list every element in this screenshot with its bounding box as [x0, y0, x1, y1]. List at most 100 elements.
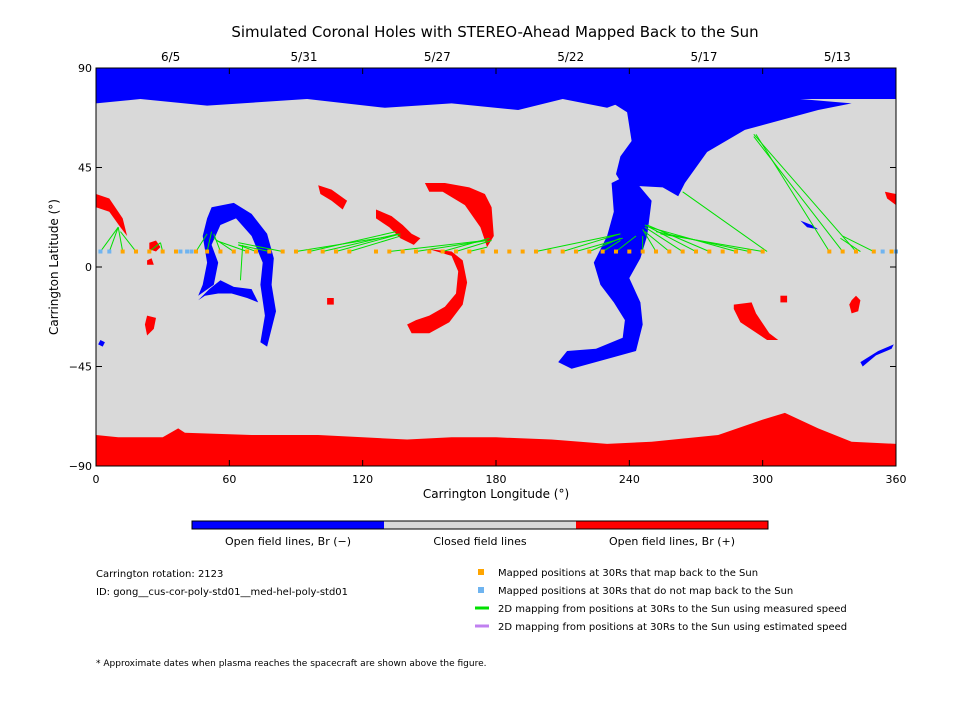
measured-speed-field-line — [322, 233, 399, 253]
positive-open-field-region — [884, 191, 896, 206]
maps-back-point — [440, 249, 445, 254]
maps-back-point — [871, 249, 876, 254]
maps-back-point — [374, 249, 378, 254]
no-map-back-point — [98, 249, 103, 254]
no-map-back-point — [189, 249, 194, 254]
measured-speed-field-line — [660, 233, 763, 253]
measured-speed-field-line — [238, 244, 270, 253]
measured-speed-field-line — [602, 240, 621, 252]
x-tick-label: 300 — [752, 473, 773, 486]
top-date-label: 5/31 — [291, 50, 318, 64]
colorbar-label: Closed field lines — [433, 535, 527, 548]
x-tick-label: 180 — [486, 473, 507, 486]
negative-open-field-region — [602, 96, 852, 197]
y-tick-label: 45 — [78, 162, 92, 175]
positive-open-field-region — [780, 295, 788, 303]
maps-back-point — [560, 249, 565, 254]
maps-back-point — [174, 249, 178, 254]
maps-back-point — [667, 249, 672, 254]
measured-speed-field-line — [642, 229, 657, 252]
x-tick-label: 0 — [93, 473, 100, 486]
maps-back-point — [160, 249, 165, 254]
y-axis-label: Carrington Latitude (°) — [47, 199, 61, 335]
measured-speed-field-line — [335, 233, 401, 253]
maps-back-point — [587, 249, 592, 254]
colorbar-segment — [576, 521, 768, 529]
model-id-text: ID: gong__cus-cor-poly-std01__med-hel-po… — [96, 587, 348, 598]
plot-area — [95, 67, 898, 467]
maps-back-point — [334, 249, 338, 254]
maps-back-point — [680, 249, 685, 254]
maps-back-point — [280, 249, 285, 254]
x-tick-label: 120 — [352, 473, 373, 486]
measured-speed-field-line — [755, 134, 830, 252]
measured-speed-field-line — [238, 242, 283, 253]
colorbar-label: Open field lines, Br (−) — [225, 535, 351, 548]
maps-back-point — [387, 249, 392, 254]
maps-back-point — [547, 249, 552, 254]
legend-label: Mapped positions at 30Rs that do not map… — [498, 586, 793, 597]
maps-back-point — [720, 249, 725, 254]
maps-back-point — [231, 249, 236, 254]
maps-back-point — [414, 249, 418, 254]
measured-speed-field-line — [469, 246, 488, 253]
top-date-label: 5/22 — [557, 50, 584, 64]
y-tick-label: −45 — [69, 361, 92, 374]
measured-speed-field-line — [309, 231, 397, 253]
closed-field-background — [96, 68, 896, 466]
x-axis-label: Carrington Longitude (°) — [423, 487, 569, 501]
maps-back-point — [245, 249, 250, 254]
maps-back-point — [218, 249, 223, 254]
measured-speed-field-line — [349, 235, 401, 253]
top-date-label: 5/17 — [691, 50, 718, 64]
maps-back-point — [494, 249, 498, 254]
maps-back-point — [467, 249, 472, 254]
maps-back-point — [454, 249, 458, 254]
measured-speed-field-line — [239, 244, 244, 281]
maps-back-point — [120, 249, 125, 254]
top-date-labels: 6/5 5/31 5/27 5/22 5/17 5/13 — [161, 50, 851, 64]
measured-speed-field-line — [644, 224, 697, 252]
maps-back-point — [694, 249, 698, 254]
maps-back-point — [760, 249, 765, 254]
maps-back-point — [520, 249, 525, 254]
negative-open-field-region — [98, 340, 105, 347]
maps-back-point — [480, 249, 485, 254]
maps-back-point — [205, 249, 210, 254]
measured-speed-field-line — [213, 233, 221, 252]
negative-open-field-region — [198, 280, 259, 303]
mapped-position-points — [98, 249, 898, 254]
colorbar-segment — [384, 521, 576, 529]
chart-title: Simulated Coronal Holes with STEREO-Ahea… — [231, 23, 758, 41]
x-tick-label: 240 — [619, 473, 640, 486]
positive-open-field-region — [849, 295, 861, 314]
y-tick-label: 0 — [85, 261, 92, 274]
y-tick-label: 90 — [78, 62, 92, 75]
footnote-text: * Approximate dates when plasma reaches … — [96, 659, 487, 669]
maps-back-point — [747, 249, 752, 254]
maps-back-point — [654, 249, 658, 254]
measured-speed-field-line — [206, 231, 213, 252]
measured-speed-field-line — [535, 233, 621, 253]
negative-open-field-region — [558, 174, 652, 369]
measured-speed-field-line — [842, 235, 875, 252]
y-axis-ticks: −90 −45 0 45 90 — [69, 62, 896, 473]
measured-speed-field-line — [589, 237, 621, 252]
negative-open-field-region — [198, 202, 276, 347]
measured-speed-field-line — [682, 191, 768, 252]
top-date-label: 5/13 — [824, 50, 851, 64]
maps-back-point — [734, 249, 738, 254]
top-date-label: 5/27 — [424, 50, 451, 64]
measured-speed-field-line — [120, 231, 137, 252]
measured-speed-field-line — [753, 134, 857, 252]
positive-open-field-region — [424, 183, 494, 248]
measured-speed-field-line — [562, 233, 621, 253]
maps-back-point — [707, 249, 712, 254]
maps-back-point — [840, 249, 845, 254]
measured-speed-field-line — [117, 227, 124, 252]
maps-back-point — [294, 249, 298, 254]
maps-back-point — [614, 249, 618, 254]
measured-speed-field-line — [108, 227, 119, 252]
positive-open-field-region — [144, 315, 156, 336]
